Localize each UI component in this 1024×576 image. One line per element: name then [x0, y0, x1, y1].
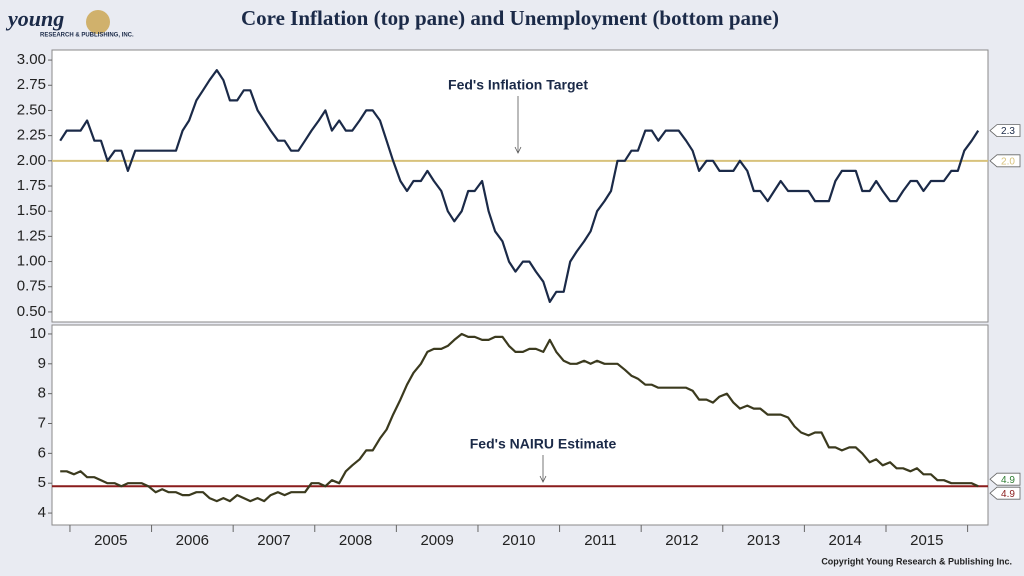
- y-tick-label: 7: [38, 414, 46, 431]
- y-tick-label: 2.00: [17, 152, 46, 169]
- y-tick-label: 1.75: [17, 177, 46, 194]
- y-tick-label: 2.50: [17, 101, 46, 118]
- logo-name: young: [5, 6, 64, 31]
- y-tick-label: 8: [38, 385, 46, 402]
- x-tick-label: 2010: [502, 532, 535, 549]
- x-tick-label: 2011: [584, 532, 616, 549]
- annotation-arrowhead: [539, 475, 547, 483]
- y-tick-label: 1.00: [17, 253, 46, 270]
- x-tick-label: 2005: [94, 532, 127, 549]
- reference-label: 2.0: [1001, 156, 1015, 167]
- series-end-label-box: [989, 472, 1021, 486]
- series-end-label: 4.9: [1001, 475, 1015, 486]
- plot-area: [51, 49, 989, 323]
- y-tick-label: 0.75: [17, 278, 46, 295]
- data-line: [59, 69, 980, 303]
- x-tick-label: 2008: [339, 532, 372, 549]
- annotation-arrowhead: [514, 146, 522, 154]
- y-tick-label: 0.50: [17, 303, 46, 320]
- y-tick-label: 2.25: [17, 127, 46, 144]
- reference-label-box: [989, 154, 1021, 168]
- data-line: [60, 332, 979, 503]
- reference-label: 4.9: [1001, 489, 1015, 500]
- series-end-label: 2.3: [1001, 126, 1015, 137]
- y-tick-label: 1.25: [17, 227, 46, 244]
- y-tick-label: 2.75: [17, 76, 46, 93]
- x-tick-label: 2015: [910, 532, 943, 549]
- annotation: Fed's NAIRU Estimate: [470, 436, 617, 452]
- logo-globe: [86, 10, 110, 34]
- logo-sub: RESEARCH & PUBLISHING, INC.: [40, 33, 134, 39]
- chart-title: Core Inflation (top pane) and Unemployme…: [241, 6, 779, 30]
- x-tick-label: 2006: [176, 532, 209, 549]
- plot-area: [51, 324, 989, 526]
- y-tick-label: 4: [38, 504, 46, 521]
- series-end-label-box: [989, 124, 1021, 137]
- reference-label-box: [989, 486, 1021, 500]
- x-tick-label: 2014: [829, 532, 862, 549]
- copyright: Copyright Young Research & Publishing In…: [821, 556, 1012, 566]
- y-tick-label: 10: [29, 325, 46, 342]
- x-tick-label: 2012: [665, 532, 698, 549]
- y-tick-label: 6: [38, 444, 46, 461]
- y-tick-label: 9: [38, 355, 46, 372]
- y-tick-label: 1.50: [17, 202, 46, 219]
- x-tick-label: 2007: [257, 532, 290, 549]
- x-tick-label: 2009: [420, 532, 453, 549]
- annotation: Fed's Inflation Target: [448, 77, 588, 93]
- y-tick-label: 5: [38, 474, 46, 491]
- x-tick-label: 2013: [747, 532, 780, 549]
- y-tick-label: 3.00: [17, 51, 46, 68]
